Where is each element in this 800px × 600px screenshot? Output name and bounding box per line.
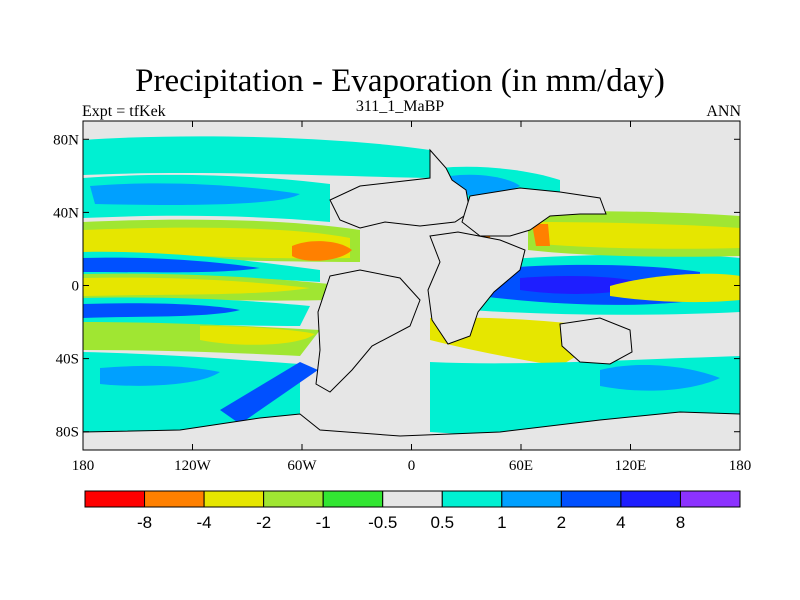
lon-tick-label: 60E [509, 458, 533, 474]
lon-tick-label: 180 [729, 458, 752, 474]
contour-sitcz-blue [83, 303, 240, 318]
lon-tick-label: 0 [408, 458, 416, 474]
colorbar-label: -1 [316, 513, 331, 532]
contour-ssub-yellow [200, 326, 315, 345]
lat-tick-label: 40N [53, 205, 79, 221]
contour-npac-blue [90, 183, 300, 205]
colorbar-swatch [620, 490, 681, 508]
colorbar-label: -0.5 [368, 513, 397, 532]
colorbar-label: -4 [197, 513, 212, 532]
colorbar-label: 0.5 [430, 513, 454, 532]
contour-nsub-yellow [83, 227, 350, 259]
map-title: Precipitation - Evaporation (in mm/day) [135, 63, 665, 99]
latitude-axis: 80N 40N 0 40S 80S [53, 132, 740, 441]
contour-nwpac-orange [532, 224, 550, 246]
colorbar-swatch [382, 490, 443, 508]
continent-north-america [329, 148, 471, 229]
colorbar-label: 1 [497, 513, 506, 532]
colorbar: -8 -4 -2 -1 -0.5 0.5 1 2 4 8 [84, 490, 741, 532]
colorbar-swatch [84, 490, 146, 508]
colorbar-swatch [501, 490, 562, 508]
season-label: ANN [706, 103, 741, 120]
colorbar-swatch [560, 490, 622, 508]
map-subtitle: 311_1_MaBP [355, 98, 445, 115]
colorbar-swatch [679, 490, 741, 508]
experiment-label: Expt = tfKek [82, 103, 166, 120]
colorbar-label: -8 [137, 513, 152, 532]
colorbar-label: -2 [256, 513, 271, 532]
lon-tick-label: 180 [72, 458, 95, 474]
colorbar-swatch [203, 490, 265, 508]
longitude-axis: 180 120W 60W 0 60E 120E 180 [72, 121, 752, 474]
contour-andes-blue [220, 362, 318, 424]
contour-itcz-blue [83, 257, 260, 273]
colorbar-swatch [263, 490, 324, 508]
continent-africa [427, 231, 526, 345]
lon-tick-label: 60W [287, 458, 317, 474]
lat-tick-label: 80S [56, 425, 79, 441]
contour-seast-blue [600, 364, 720, 391]
landmass-layer [83, 148, 740, 450]
contour-nwpac-yellow [540, 222, 740, 249]
contour-socean-blue [100, 365, 220, 386]
lat-tick-label: 80N [53, 132, 79, 148]
continent-antarctica [83, 411, 740, 450]
contour-nsub-orange [292, 241, 352, 261]
precip-evap-map: 80N 40N 0 40S 80S 180 120W 60W 0 60E 120E 180 [53, 120, 752, 474]
lon-tick-label: 120W [174, 458, 212, 474]
colorbar-swatch [322, 490, 384, 508]
continent-eurasia [461, 187, 607, 237]
colorbar-label: 4 [616, 513, 625, 532]
continent-australia [559, 317, 633, 365]
lon-tick-label: 120E [615, 458, 647, 474]
contour-natl-blue [450, 174, 520, 196]
contour-fill-layer [83, 136, 740, 439]
colorbar-label: 8 [676, 513, 685, 532]
contour-epac-yellow [610, 273, 740, 303]
colorbar-label: 2 [557, 513, 566, 532]
contour-arctic-cyan [83, 136, 430, 178]
contour-eq-yellow [83, 277, 310, 296]
lat-tick-label: 0 [72, 279, 80, 295]
colorbar-swatch [144, 490, 205, 508]
colorbar-swatch [441, 490, 503, 508]
lat-tick-label: 40S [56, 352, 79, 368]
continent-south-america [315, 269, 421, 393]
